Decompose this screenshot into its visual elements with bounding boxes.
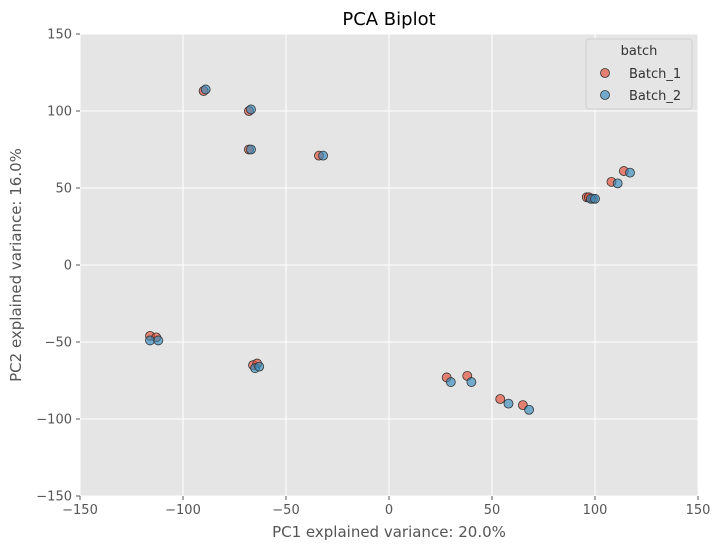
point-batch-2-9 — [153, 335, 164, 346]
legend-label-batch-1: Batch_1 — [629, 67, 681, 82]
legend-title: batch — [621, 44, 658, 59]
x-tick-label-0: −150 — [62, 503, 98, 518]
x-axis-label: PC1 explained variance: 20.0% — [272, 523, 506, 541]
y-tick-label-4: 50 — [55, 182, 72, 197]
x-tick-label-6: 150 — [686, 503, 711, 518]
legend-marker-batch-2 — [600, 90, 610, 100]
y-axis-label: PC2 explained variance: 16.0% — [7, 148, 25, 382]
point-batch-2-7 — [625, 167, 635, 178]
point-batch-2-3 — [318, 150, 328, 161]
legend-marker-batch-1 — [600, 68, 610, 78]
y-tick-label-6: 150 — [47, 28, 72, 43]
point-batch-2-1 — [246, 104, 256, 115]
point-batch-2-2 — [246, 144, 256, 155]
point-batch-2-6 — [612, 178, 623, 189]
point-batch-2-0 — [200, 84, 211, 95]
point-batch-2-14 — [503, 398, 514, 409]
x-tick-label-2: −50 — [272, 503, 299, 518]
y-axis-ticks: −150 −100 −50 0 50 100 150 — [36, 28, 80, 505]
series-batch-2 — [145, 84, 635, 415]
y-tick-label-1: −100 — [36, 413, 72, 428]
point-batch-2-13 — [466, 377, 477, 387]
y-tick-label-3: 0 — [64, 259, 72, 274]
x-tick-label-4: 50 — [484, 503, 501, 518]
point-batch-2-11 — [254, 361, 265, 372]
point-batch-2-8 — [145, 335, 155, 346]
scatter-points — [145, 84, 635, 415]
point-batch-2-15 — [524, 404, 534, 415]
x-tick-label-1: −100 — [165, 503, 201, 518]
point-batch-2-12 — [445, 377, 456, 387]
point-batch-1-15 — [495, 394, 506, 404]
x-tick-label-5: 100 — [583, 503, 608, 518]
legend-label-batch-2: Batch_2 — [629, 89, 681, 104]
chart-title: PCA Biplot — [342, 9, 435, 30]
y-tick-label-2: −50 — [45, 336, 72, 351]
x-axis-ticks: −150 −100 −50 0 50 100 150 — [62, 496, 710, 518]
x-tick-label-3: 0 — [385, 503, 393, 518]
y-tick-label-0: −150 — [36, 490, 72, 505]
legend-box — [585, 38, 693, 110]
y-tick-label-5: 100 — [47, 105, 72, 120]
point-batch-2-5 — [590, 193, 600, 204]
legend: batch Batch_1 Batch_2 — [585, 38, 693, 110]
